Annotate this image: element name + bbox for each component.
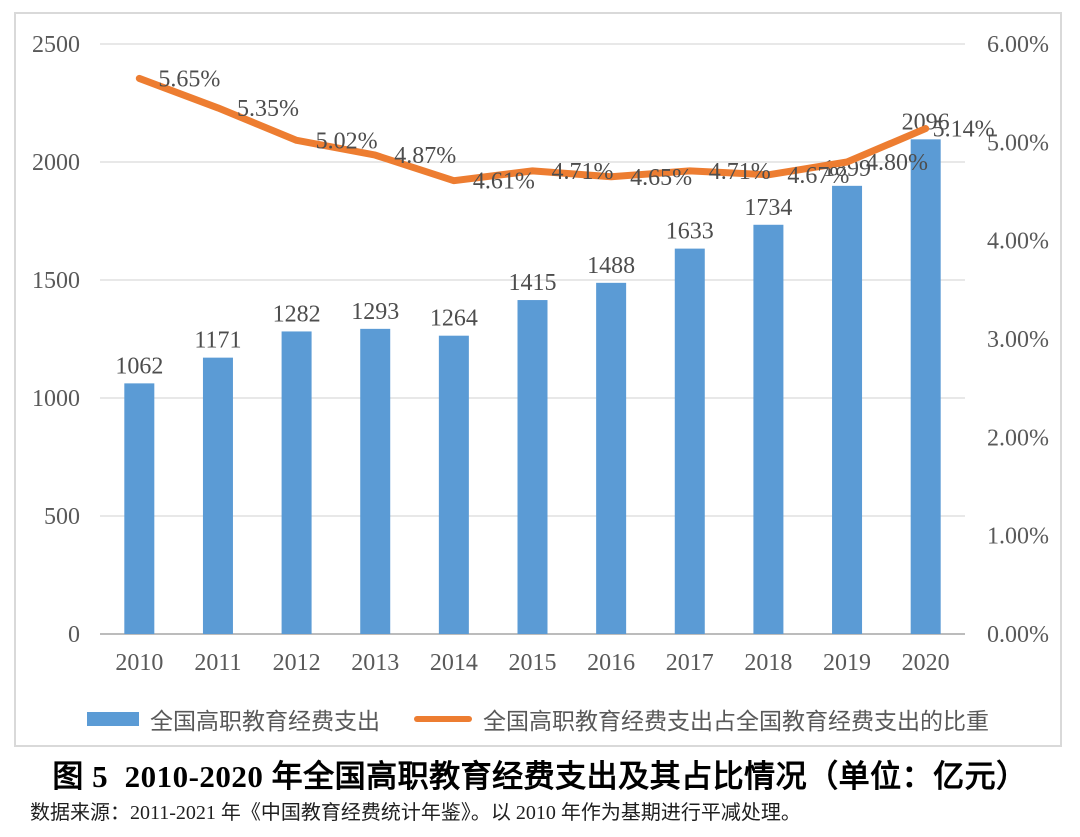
left-axis-tick-label: 0 bbox=[68, 622, 80, 648]
bar-value-label: 1264 bbox=[430, 306, 478, 332]
legend-item-line-series: 全国高职教育经费支出占全国教育经费支出的比重 bbox=[414, 702, 989, 736]
line-percent-label: 5.65% bbox=[158, 66, 220, 92]
bar-value-label: 1282 bbox=[273, 301, 321, 327]
bar-value-label: 1171 bbox=[194, 328, 241, 354]
right-axis-tick-label: 3.00% bbox=[987, 327, 1049, 353]
x-axis-year-label: 2012 bbox=[273, 650, 321, 676]
bar bbox=[753, 224, 784, 634]
line-percent-label: 4.71% bbox=[552, 159, 614, 185]
data-source-note: 数据来源：2011-2021 年《中国教育经费统计年鉴》。以 2010 年作为基… bbox=[30, 802, 801, 824]
x-axis-year-label: 2011 bbox=[194, 650, 241, 676]
x-axis-year-label: 2014 bbox=[430, 650, 478, 676]
x-axis-year-label: 2016 bbox=[587, 650, 635, 676]
bar-value-label: 1062 bbox=[115, 353, 163, 379]
line-percent-label: 4.61% bbox=[473, 169, 535, 195]
legend-label-line-series: 全国高职教育经费支出占全国教育经费支出的比重 bbox=[483, 709, 989, 734]
line-percent-label: 4.87% bbox=[394, 143, 456, 169]
right-axis-tick-label: 0.00% bbox=[987, 622, 1049, 648]
bar bbox=[202, 357, 233, 634]
line-percent-label: 5.02% bbox=[316, 128, 378, 154]
line-percent-label: 5.14% bbox=[933, 117, 995, 143]
line-series-swatch-icon bbox=[414, 716, 472, 722]
right-axis-tick-label: 4.00% bbox=[987, 229, 1049, 255]
line-percent-label: 4.71% bbox=[709, 159, 771, 185]
line-percent-label: 4.67% bbox=[787, 163, 849, 189]
left-axis-tick-label: 2500 bbox=[32, 32, 80, 58]
bar bbox=[438, 335, 469, 634]
bar bbox=[596, 282, 627, 634]
bar bbox=[674, 248, 705, 634]
line-percent-label: 4.65% bbox=[630, 165, 692, 191]
chart-frame: 0 500 1000 1500 2000 2500 0.00% 1.00% 2.00% 3.00%… bbox=[14, 12, 1062, 747]
bar bbox=[517, 300, 548, 634]
bar bbox=[360, 328, 391, 634]
right-axis-tick-label: 1.00% bbox=[987, 524, 1049, 550]
left-axis-tick-label: 1000 bbox=[32, 386, 80, 412]
bar-value-label: 1293 bbox=[351, 299, 399, 325]
bar bbox=[910, 139, 941, 634]
right-axis-tick-label: 2.00% bbox=[987, 425, 1049, 451]
line-percent-label: 4.80% bbox=[866, 150, 928, 176]
bar-value-label: 1734 bbox=[744, 195, 792, 221]
legend-item-bar-series: 全国高职教育经费支出 bbox=[87, 702, 380, 736]
bar-value-label: 1633 bbox=[666, 219, 714, 245]
x-axis-year-label: 2015 bbox=[509, 650, 557, 676]
x-axis-year-label: 2020 bbox=[902, 650, 950, 676]
bar-value-label: 1415 bbox=[509, 270, 557, 296]
bar bbox=[832, 185, 863, 634]
left-axis-tick-label: 2000 bbox=[32, 150, 80, 176]
left-axis-tick-label: 500 bbox=[44, 504, 80, 530]
bar bbox=[281, 331, 312, 634]
legend-label-bar-series: 全国高职教育经费支出 bbox=[150, 709, 380, 734]
x-axis-year-label: 2019 bbox=[823, 650, 871, 676]
figure-title: 图 5 2010-2020 年全国高职教育经费支出及其占比情况（单位：亿元） bbox=[52, 759, 1028, 794]
percentage-line bbox=[135, 74, 930, 185]
chart-legend: 全国高职教育经费支出 全国高职教育经费支出占全国教育经费支出的比重 bbox=[16, 702, 1060, 736]
bar-value-label: 1488 bbox=[587, 253, 635, 279]
x-axis-year-label: 2013 bbox=[351, 650, 399, 676]
bar bbox=[124, 383, 155, 634]
bar-series-swatch-icon bbox=[87, 712, 139, 726]
right-axis-tick-label: 6.00% bbox=[987, 32, 1049, 58]
left-axis-tick-label: 1500 bbox=[32, 268, 80, 294]
x-axis-year-label: 2018 bbox=[744, 650, 792, 676]
right-axis-tick-label: 5.00% bbox=[987, 130, 1049, 156]
combo-chart-canvas: 0 500 1000 1500 2000 2500 0.00% 1.00% 2.00% 3.00%… bbox=[32, 32, 1049, 676]
x-axis-year-label: 2010 bbox=[115, 650, 163, 676]
line-percent-label: 5.35% bbox=[237, 96, 299, 122]
x-axis-year-label: 2017 bbox=[666, 650, 714, 676]
